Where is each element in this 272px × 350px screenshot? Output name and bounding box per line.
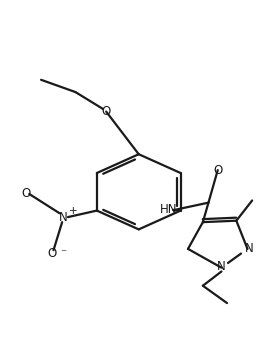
Text: N: N (59, 211, 68, 224)
Text: +: + (69, 206, 78, 216)
Text: ⁻: ⁻ (60, 247, 66, 260)
Text: O: O (48, 247, 57, 260)
Text: O: O (101, 105, 111, 118)
Text: O: O (21, 188, 31, 201)
Text: O: O (213, 163, 222, 177)
Text: N: N (245, 243, 253, 256)
Text: N: N (217, 260, 226, 273)
Text: HN: HN (160, 203, 177, 216)
